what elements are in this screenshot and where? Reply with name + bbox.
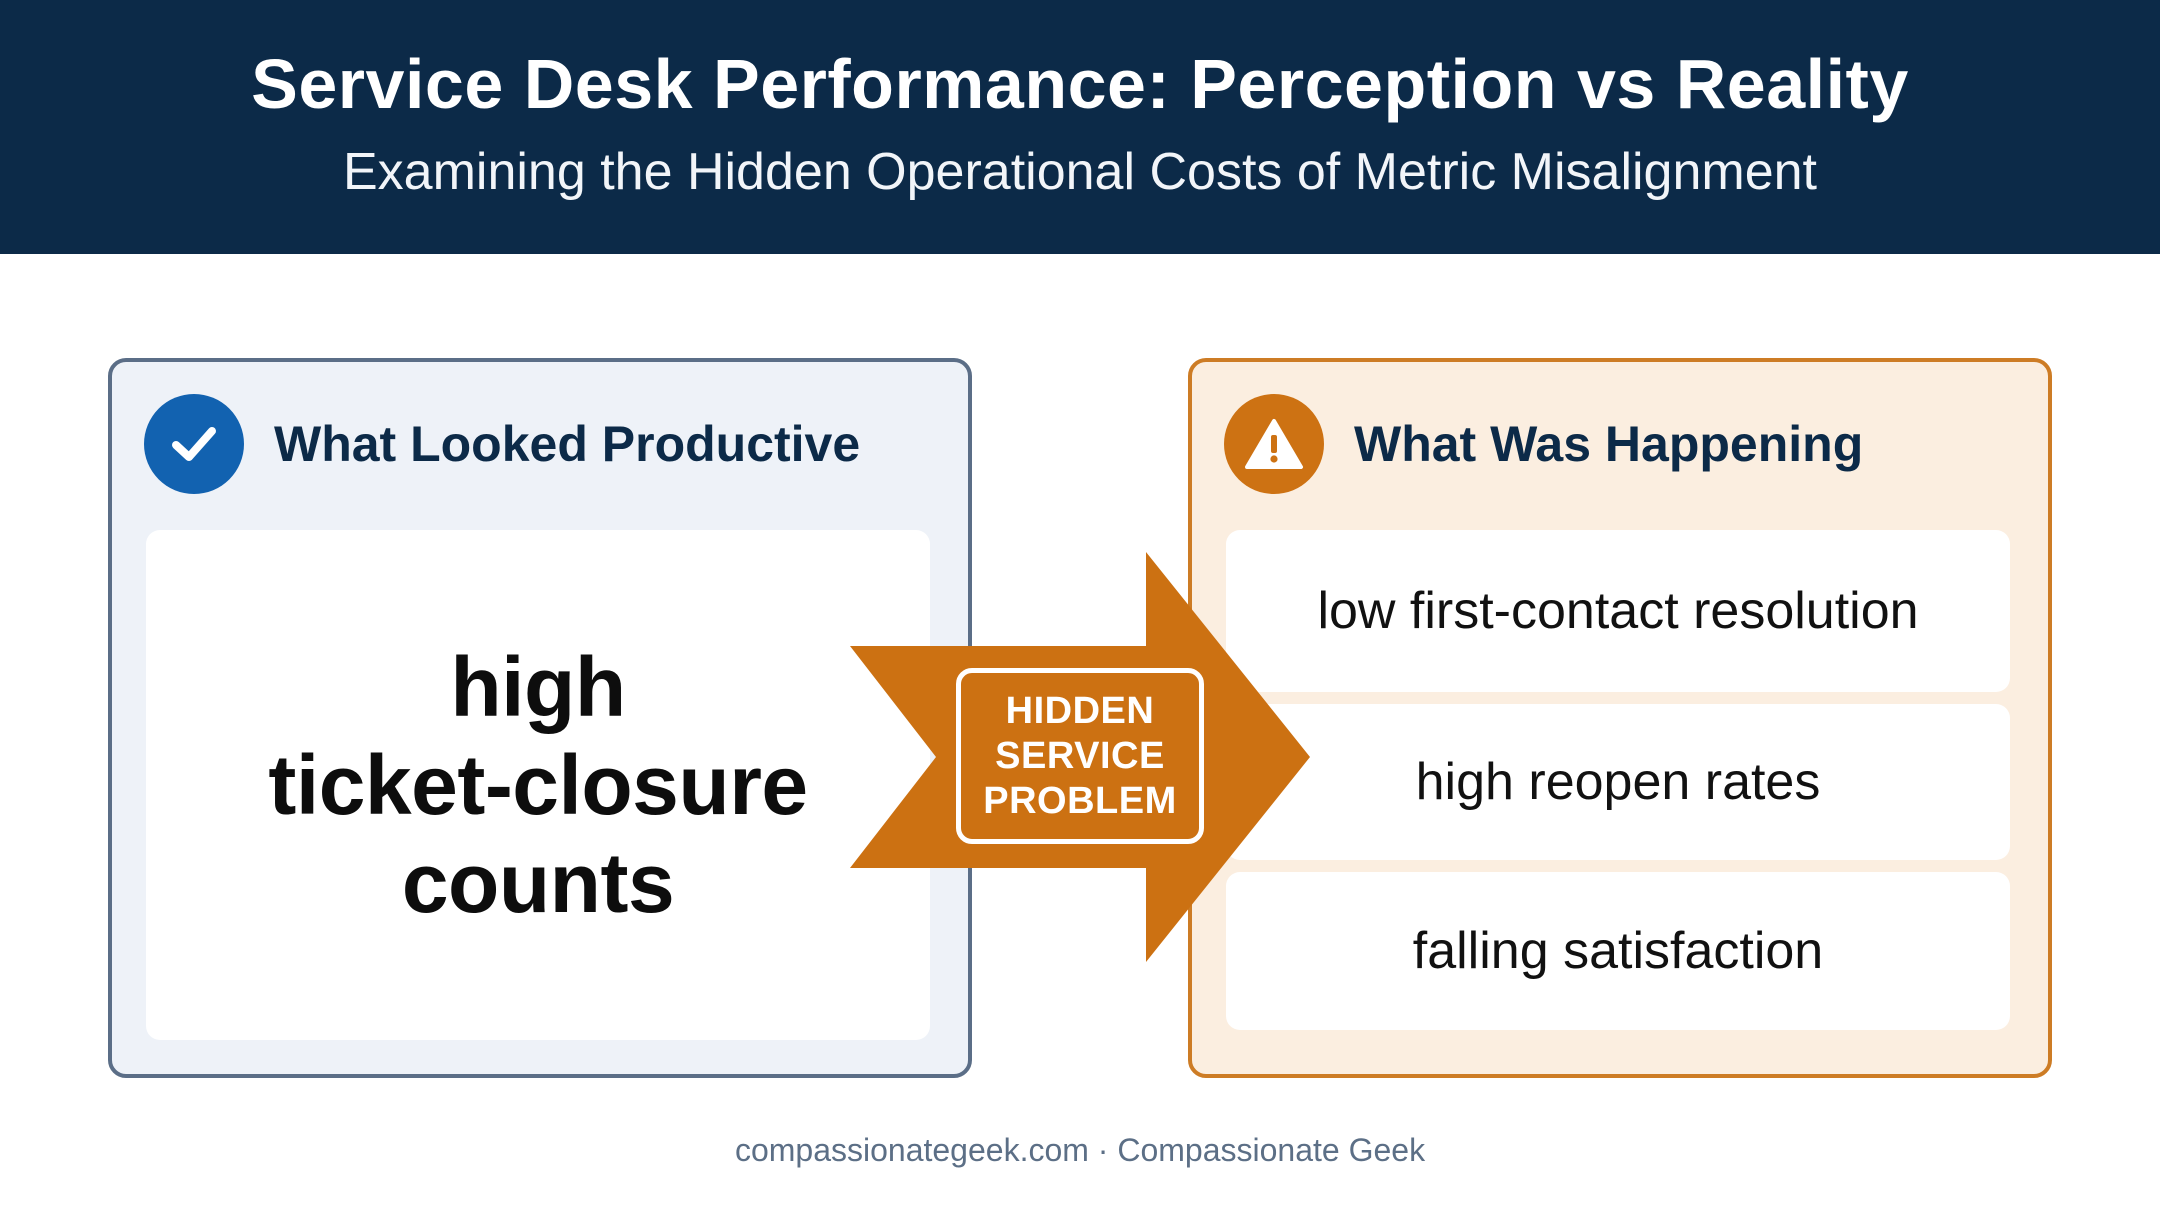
- arrow-icon: [850, 552, 1310, 962]
- header-banner: Service Desk Performance: Perception vs …: [0, 0, 2160, 254]
- reality-item: falling satisfaction: [1226, 872, 2010, 1030]
- perception-panel-header: What Looked Productive: [144, 394, 860, 494]
- arrow-label-line: PROBLEM: [983, 779, 1177, 822]
- hidden-problem-label: HIDDEN SERVICE PROBLEM: [956, 668, 1204, 844]
- perception-panel-title: What Looked Productive: [274, 416, 861, 472]
- arrow-label-line: SERVICE: [995, 734, 1165, 777]
- claim-line: counts: [401, 836, 675, 930]
- page-subtitle: Examining the Hidden Operational Costs o…: [342, 143, 1817, 201]
- arrow-label-line: HIDDEN: [1005, 689, 1155, 732]
- reality-panel-header: What Was Happening: [1224, 394, 1863, 494]
- claim-line: high: [450, 640, 626, 734]
- warning-icon: [1224, 394, 1324, 494]
- reality-list: low first-contact resolution high reopen…: [1226, 530, 2010, 1030]
- reality-item: high reopen rates: [1226, 704, 2010, 860]
- perception-claim-card: high ticket-closure counts: [146, 530, 930, 1040]
- footer-credit: compassionategeek.com · Compassionate Ge…: [734, 1132, 1426, 1168]
- claim-line: ticket-closure: [268, 738, 808, 832]
- page-title: Service Desk Performance: Perception vs …: [251, 45, 1909, 123]
- reality-item: low first-contact resolution: [1226, 530, 2010, 692]
- reality-panel-title: What Was Happening: [1354, 416, 1864, 472]
- perception-panel: What Looked Productive high ticket-closu…: [108, 358, 972, 1078]
- check-icon: [144, 394, 244, 494]
- reality-panel: What Was Happening low first-contact res…: [1188, 358, 2052, 1078]
